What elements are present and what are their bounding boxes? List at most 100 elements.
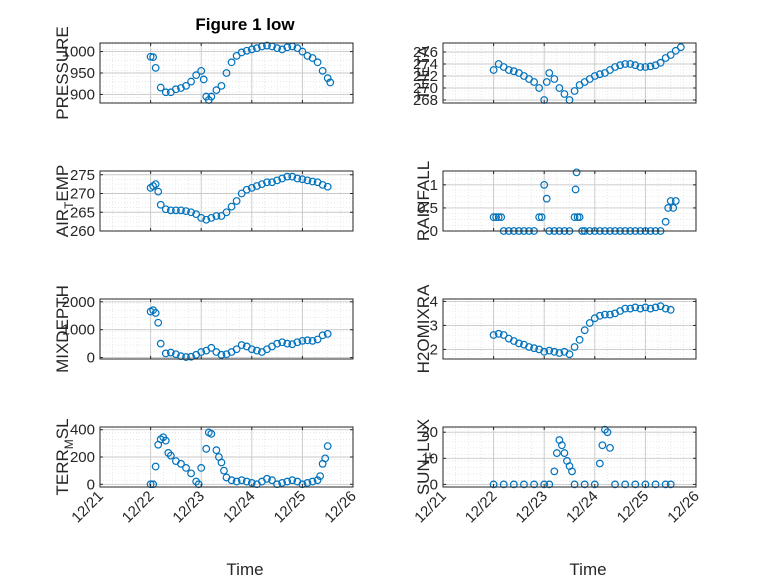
data-point xyxy=(227,202,236,211)
data-point xyxy=(247,183,256,192)
data-point xyxy=(535,84,544,92)
data-point xyxy=(217,350,226,359)
data-point xyxy=(606,310,614,319)
axes-box xyxy=(99,170,354,232)
data-point xyxy=(151,63,160,72)
y-tick-label: 260 xyxy=(70,223,95,240)
data-point xyxy=(212,86,221,95)
y-tick-label: 275 xyxy=(70,167,95,184)
y-tick-label: 1000 xyxy=(62,44,95,61)
data-point xyxy=(171,206,180,215)
data-point xyxy=(161,436,170,445)
data-point xyxy=(535,213,544,222)
x-tick-label: 12/25 xyxy=(271,488,310,527)
data-point xyxy=(242,477,251,486)
data-point xyxy=(571,185,580,194)
data-point xyxy=(611,480,619,489)
data-point xyxy=(316,472,325,480)
y-axis-label: SUNFLUX xyxy=(414,419,437,495)
data-point xyxy=(595,459,604,468)
data-point xyxy=(252,346,261,355)
y-tick-label: 1000 xyxy=(62,322,95,339)
data-point xyxy=(542,194,551,203)
data-point xyxy=(560,449,569,457)
y-axis-label: PRESSURE xyxy=(53,26,72,120)
data-point xyxy=(666,480,675,489)
data-point xyxy=(222,69,231,77)
data-point xyxy=(151,462,160,471)
data-point xyxy=(494,329,503,338)
data-point xyxy=(646,62,655,71)
y-tick-label: 3 xyxy=(430,317,438,334)
y-tick-label: 270 xyxy=(413,80,438,97)
data-point xyxy=(489,480,498,489)
data-point xyxy=(641,303,650,312)
y-tick-label: 274 xyxy=(413,56,438,73)
data-point xyxy=(646,304,655,313)
data-point xyxy=(237,189,246,198)
data-point xyxy=(187,77,195,86)
data-point xyxy=(555,84,564,92)
data-point xyxy=(202,444,211,453)
data-point xyxy=(247,345,256,354)
data-point xyxy=(268,178,276,187)
data-point xyxy=(149,53,158,62)
data-point xyxy=(590,480,599,489)
data-point xyxy=(661,480,670,489)
data-point xyxy=(509,67,518,76)
data-point xyxy=(177,459,185,468)
data-point xyxy=(298,47,307,56)
data-point xyxy=(595,70,604,79)
data-point xyxy=(497,213,506,222)
data-point xyxy=(252,44,261,53)
data-point xyxy=(568,467,576,476)
data-point xyxy=(666,197,675,205)
data-point xyxy=(676,43,685,52)
data-point xyxy=(492,213,501,222)
data-point xyxy=(161,205,170,214)
data-point xyxy=(298,336,307,345)
data-point xyxy=(288,172,297,181)
data-point xyxy=(207,92,216,101)
data-point xyxy=(237,341,246,349)
data-point xyxy=(509,480,518,489)
data-point xyxy=(207,429,216,438)
data-point xyxy=(217,458,226,467)
data-point xyxy=(621,480,630,489)
y-axis-label-main: RAINFALL xyxy=(414,161,433,241)
data-point xyxy=(671,197,680,205)
data-point xyxy=(187,352,195,361)
data-point xyxy=(552,449,561,457)
y-axis-label-main: PRESSURE xyxy=(53,26,72,120)
data-point xyxy=(590,72,599,80)
data-point xyxy=(530,480,538,489)
data-point xyxy=(182,353,190,361)
data-point xyxy=(237,48,246,57)
data-point xyxy=(293,338,302,347)
x-tick-label: 12/22 xyxy=(119,488,158,527)
data-point xyxy=(494,213,503,222)
data-point xyxy=(520,480,528,489)
data-point xyxy=(182,81,190,90)
data-point xyxy=(202,215,211,224)
data-point xyxy=(631,480,640,489)
data-point xyxy=(283,43,292,52)
x-tick-label: 12/24 xyxy=(563,488,602,527)
data-point xyxy=(540,347,549,356)
y-axis-label: TERRMSL xyxy=(53,418,76,495)
y-tick-label: 0 xyxy=(87,476,95,493)
data-point xyxy=(303,479,312,487)
data-point xyxy=(525,343,533,351)
data-point xyxy=(575,335,584,344)
y-axis-label-main: TERR xyxy=(53,449,72,495)
data-point xyxy=(273,480,282,489)
data-point xyxy=(263,474,271,483)
data-point xyxy=(318,180,327,189)
data-point xyxy=(651,303,660,312)
data-point xyxy=(182,464,190,472)
data-point xyxy=(540,180,549,189)
data-point xyxy=(156,200,165,209)
y-axis-label: H2OMIXRA xyxy=(414,284,433,373)
